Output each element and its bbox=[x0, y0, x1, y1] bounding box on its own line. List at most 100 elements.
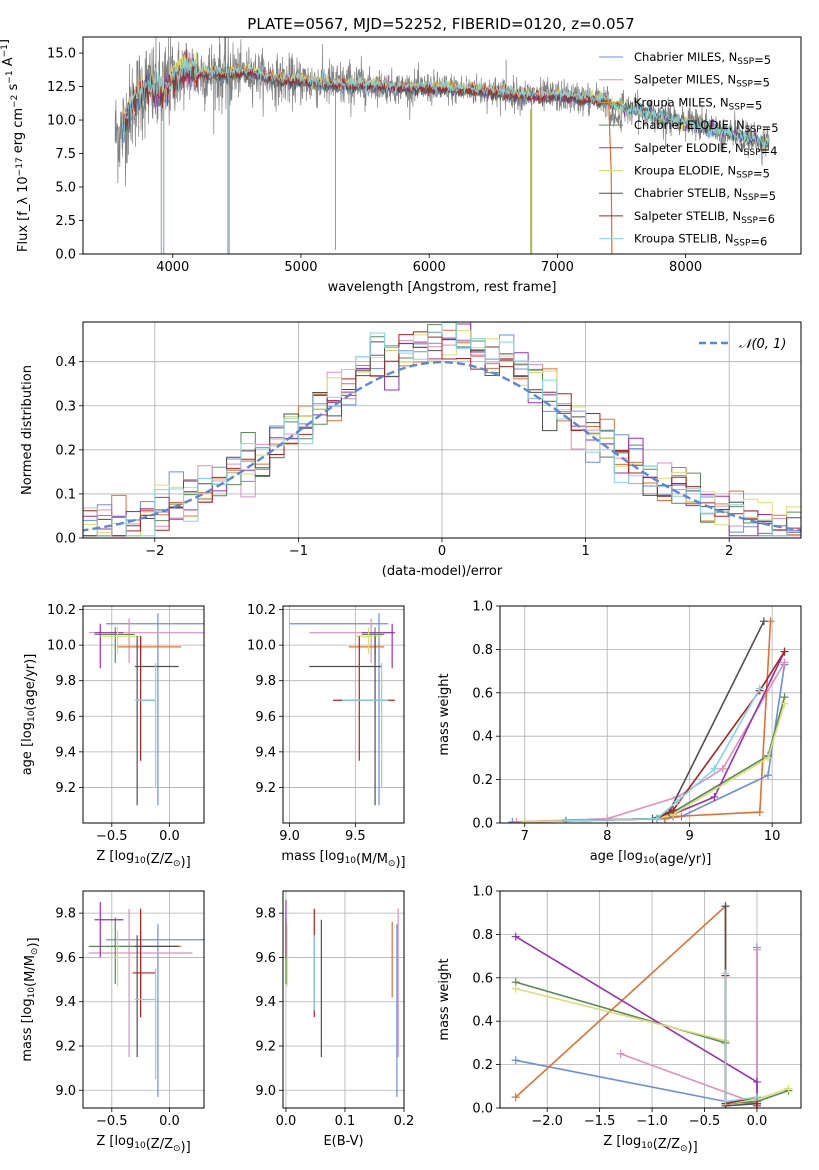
y-axis-label: mass [log10(M/M⊙)] bbox=[20, 937, 41, 1061]
y-tick-label-1: 0.2 bbox=[472, 773, 493, 788]
y-axis-label: mass weight bbox=[437, 673, 452, 755]
weight-marker-8-2 bbox=[752, 1093, 761, 1102]
y-tick-label-2: 9.6 bbox=[55, 710, 76, 725]
y-tick-label-2: 9.4 bbox=[55, 995, 76, 1010]
axes-frame bbox=[282, 605, 405, 824]
weight-line-7 bbox=[724, 975, 758, 1106]
x-tick-label-4: 8000 bbox=[669, 260, 702, 275]
x-tick-label-3: 7000 bbox=[541, 260, 574, 275]
y-tick-label-0: 0.0 bbox=[472, 817, 493, 832]
weight-marker-6-0 bbox=[721, 902, 730, 911]
plot-area bbox=[289, 613, 395, 806]
y-tick-label-4: 10.0 bbox=[47, 639, 76, 654]
weight-marker-5-3 bbox=[764, 753, 773, 762]
panel-weight-vs-Z: −2.0 −1.5 −1.0 −0.5 0.0 0.0 0.2 0.4 0.6 0.8 1.0 Z [… bbox=[437, 885, 802, 1155]
x-tick-label-2: 6000 bbox=[413, 260, 446, 275]
y-tick-label-0: 0.0 bbox=[55, 248, 76, 263]
model-line-8 bbox=[121, 57, 770, 148]
x-tick-label-2: 0 bbox=[438, 544, 446, 559]
x-tick-label-1: −1 bbox=[289, 544, 308, 559]
y-tick-label-5: 1.0 bbox=[472, 885, 493, 900]
weight-marker-1-1 bbox=[603, 814, 612, 823]
x-axis-label: wavelength [Angstrom, rest frame] bbox=[328, 280, 557, 295]
axes-frame bbox=[499, 605, 802, 824]
weight-marker-8-2 bbox=[673, 797, 682, 806]
x-tick-label-0: 4000 bbox=[156, 260, 189, 275]
y-tick-label-1: 0.1 bbox=[55, 487, 76, 502]
weight-marker-7-2 bbox=[669, 805, 678, 814]
x-axis-label: mass [log10(M/M⊙)] bbox=[281, 849, 405, 870]
normal-curve bbox=[83, 360, 801, 532]
weight-marker-8-3 bbox=[710, 764, 719, 773]
weight-marker-7-3 bbox=[752, 1101, 761, 1108]
y-tick-label-6: 15.0 bbox=[47, 47, 76, 62]
y-tick-label-1: 9.2 bbox=[255, 1040, 276, 1055]
weight-line-6 bbox=[724, 906, 758, 1107]
y-tick-label-5: 1.0 bbox=[472, 600, 493, 615]
weight-marker-4-0 bbox=[511, 932, 520, 941]
panel-residuals: −2 −1 0 1 2 0.0 0.1 0.2 0.3 0.4 (data-model)/error… bbox=[20, 321, 802, 579]
weight-line-2 bbox=[515, 904, 758, 1105]
legend-label-6: Chabrier STELIB, NSSP=5 bbox=[634, 186, 776, 203]
x-tick-label-0: 7 bbox=[521, 829, 529, 844]
x-tick-label-0: 0.0 bbox=[276, 1114, 297, 1129]
weight-marker-8-0 bbox=[561, 816, 570, 823]
histogram-step-7 bbox=[83, 331, 801, 537]
x-tick-label-0: −2.0 bbox=[531, 1114, 563, 1129]
y-tick-label-4: 0.8 bbox=[472, 643, 493, 658]
weight-marker-2-3 bbox=[755, 808, 764, 817]
weight-line-8 bbox=[724, 973, 758, 1103]
panel-weight-vs-age: 7 8 9 10 0.0 0.2 0.4 0.6 0.8 1.0 age [log10(age/yr… bbox=[437, 600, 802, 867]
weight-marker-6-3 bbox=[759, 617, 768, 626]
model-edge bbox=[605, 98, 613, 254]
plot-area bbox=[285, 899, 399, 1097]
panel-age-vs-mass: 9.0 9.5 9.2 9.4 9.6 9.8 10.0 10.2 mass [log10(M/… bbox=[247, 603, 406, 870]
y-tick-label-0: 9.0 bbox=[255, 1084, 276, 1099]
weight-marker-4-3 bbox=[710, 792, 719, 801]
y-tick-label-4: 10.0 bbox=[47, 114, 76, 129]
axes-frame bbox=[82, 890, 205, 1109]
x-tick-label-1: −1.5 bbox=[584, 1114, 616, 1129]
x-tick-label-0: −0.5 bbox=[96, 829, 128, 844]
y-tick-label-4: 10.0 bbox=[247, 639, 276, 654]
y-tick-label-2: 5.0 bbox=[55, 181, 76, 196]
x-tick-label-1: 0.1 bbox=[335, 1114, 356, 1129]
weight-line-4 bbox=[515, 935, 758, 1104]
y-tick-label-5: 12.5 bbox=[47, 80, 76, 95]
panel-mass-vs-EBV: 0.0 0.1 0.2 9.0 9.2 9.4 9.6 9.8 E(B-V) bbox=[255, 890, 414, 1149]
histogram-step-0 bbox=[83, 322, 801, 537]
plot-area bbox=[511, 902, 793, 1108]
x-tick-label-0: −2 bbox=[145, 544, 164, 559]
x-tick-label-3: 10 bbox=[764, 829, 781, 844]
histogram-step-4 bbox=[83, 323, 801, 537]
weight-marker-5-4 bbox=[784, 1084, 793, 1093]
weight-marker-5-4 bbox=[780, 699, 789, 708]
y-tick-label-3: 9.8 bbox=[55, 674, 76, 689]
y-tick-label-3: 9.6 bbox=[55, 951, 76, 966]
weight-marker-8-0 bbox=[721, 969, 730, 978]
weight-marker-1-2 bbox=[752, 945, 761, 954]
weight-marker-1-0 bbox=[616, 1049, 625, 1058]
y-tick-label-1: 9.2 bbox=[55, 1040, 76, 1055]
axes-frame bbox=[282, 890, 405, 1109]
y-tick-label-2: 0.4 bbox=[472, 730, 493, 745]
x-axis-label: Z [log10(Z/Z⊙)] bbox=[96, 849, 190, 870]
legend-label-1: Salpeter MILES, NSSP=5 bbox=[634, 73, 770, 90]
weight-line-1 bbox=[516, 661, 786, 823]
y-tick-label-4: 9.8 bbox=[55, 907, 76, 922]
legend-label-3: Chabrier ELODIE, NSSP=5 bbox=[634, 118, 779, 135]
y-tick-label-3: 0.6 bbox=[472, 686, 493, 701]
weight-marker-8-4 bbox=[755, 684, 764, 693]
weight-marker-5-0 bbox=[520, 817, 529, 823]
histogram-step-8 bbox=[83, 322, 801, 537]
legend-label-2: Kroupa MILES, NSSP=5 bbox=[634, 95, 762, 112]
axes-frame bbox=[82, 605, 205, 824]
x-tick-label-4: 0.0 bbox=[747, 1114, 768, 1129]
panel-spectrum: 4000 5000 6000 7000 8000 0.0 2.5 5.0 7.5 10.0 12.5… bbox=[0, 36, 802, 295]
x-tick-label-1: 5000 bbox=[284, 260, 317, 275]
panel-mass-vs-Z: −0.5 0.0 9.0 9.2 9.4 9.6 9.8 Z [log10(Z/Z⊙)] mas… bbox=[20, 890, 205, 1155]
axes-frame bbox=[82, 36, 802, 255]
x-tick-label-0: 9.0 bbox=[279, 829, 300, 844]
y-tick-label-2: 9.4 bbox=[255, 995, 276, 1010]
x-axis-label: Z [log10(Z/Z⊙)] bbox=[603, 1134, 697, 1155]
